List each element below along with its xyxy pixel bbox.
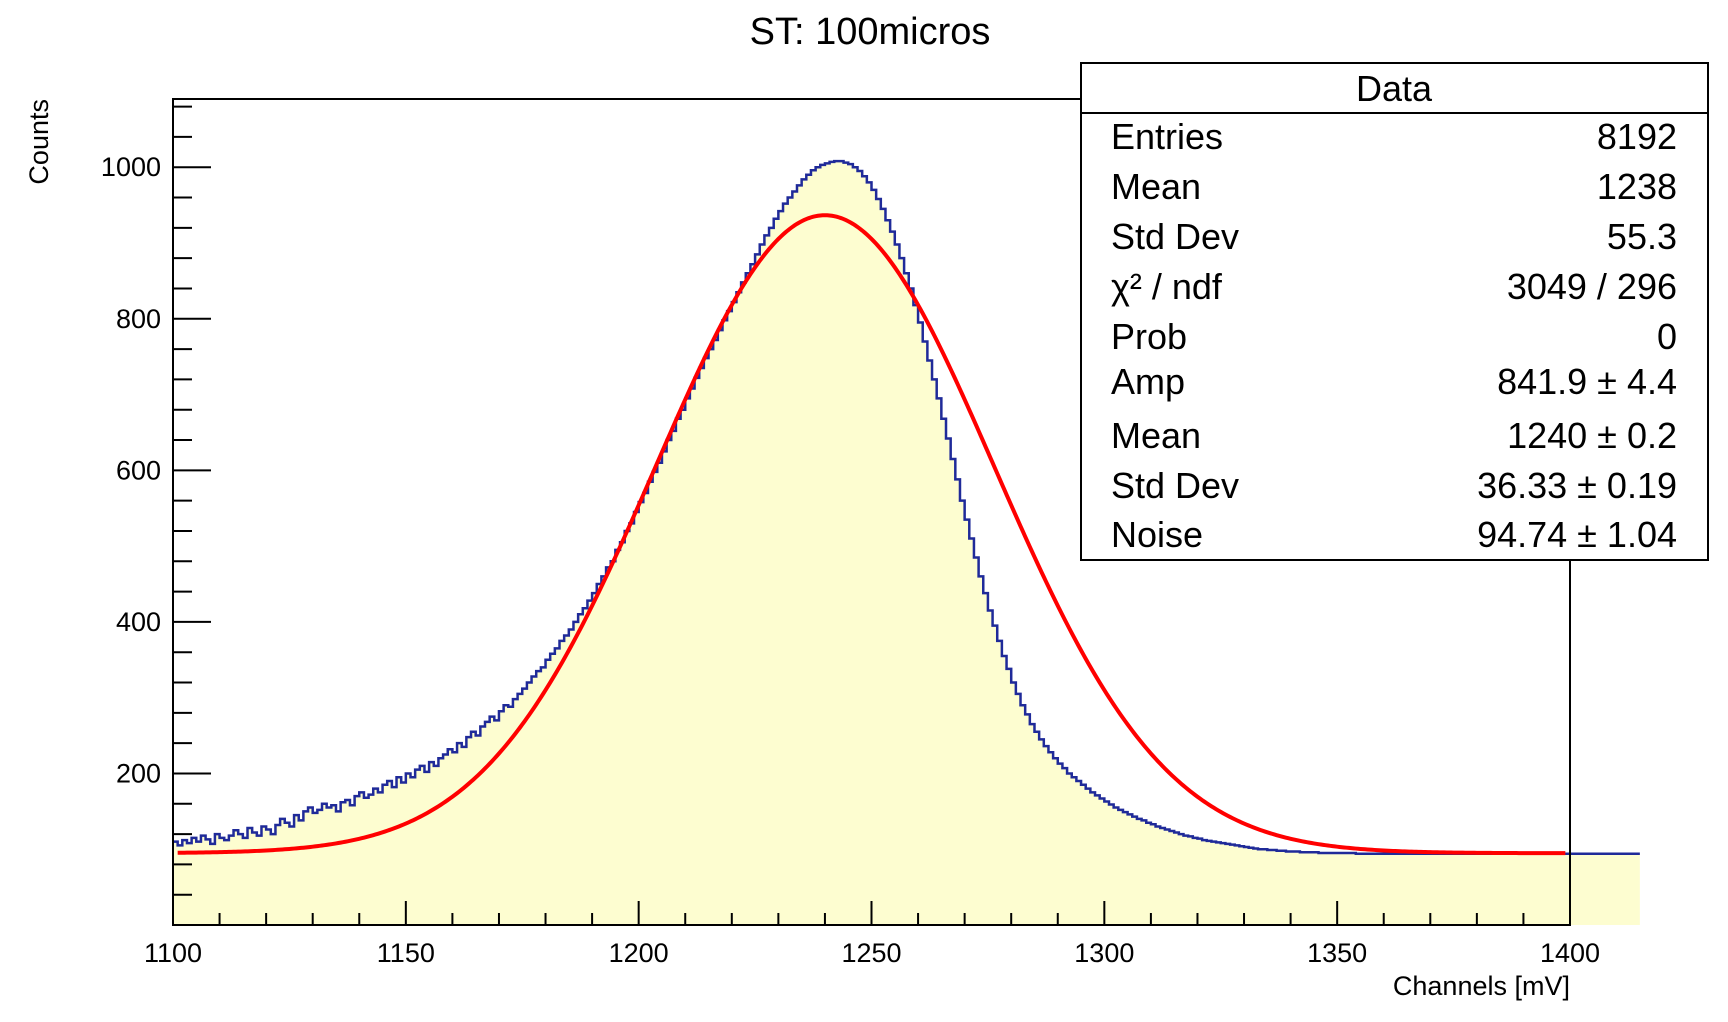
stats-row-label: Noise	[1111, 514, 1203, 555]
y-axis-title: Counts	[24, 99, 54, 185]
stats-row-value: 8192	[1597, 116, 1677, 157]
stats-row-label: Amp	[1111, 361, 1185, 402]
stats-row-label: Prob	[1111, 316, 1187, 357]
stats-row-value: 36.33 ± 0.19	[1477, 465, 1677, 506]
x-tick-label: 1350	[1307, 938, 1367, 968]
x-axis-ticks: 1100 1150 1200 1250 1300 1350 1400	[144, 901, 1600, 968]
stats-box-frame	[1080, 62, 1709, 561]
stats-row-value: 0	[1657, 316, 1677, 357]
y-tick-label: 1000	[101, 152, 161, 182]
stats-row-value: 1240 ± 0.2	[1507, 415, 1677, 456]
stats-box-title: Data	[1356, 68, 1433, 109]
x-tick-label: 1150	[377, 938, 435, 968]
x-tick-label: 1400	[1540, 938, 1600, 968]
stats-row-label: Std Dev	[1111, 465, 1239, 506]
x-tick-label: 1250	[841, 938, 901, 968]
fit-curve	[177, 213, 1566, 856]
x-tick-label: 1300	[1074, 938, 1134, 968]
stats-box: Data Entries 8192 Mean 1238 Std Dev 55.3 χ² / …	[1080, 62, 1709, 561]
stats-row-value: 841.9 ± 4.4	[1497, 361, 1677, 402]
x-tick-label: 1100	[144, 938, 202, 968]
stats-row-value: 55.3	[1607, 216, 1677, 257]
stats-row-value: 3049 / 296	[1507, 266, 1677, 307]
stats-row-value: 94.74 ± 1.04	[1477, 514, 1677, 555]
y-tick-label: 400	[116, 607, 161, 637]
x-tick-label: 1200	[609, 938, 669, 968]
histogram-line	[173, 159, 1640, 856]
stats-row-label: Mean	[1111, 166, 1201, 207]
y-tick-label: 800	[116, 304, 161, 334]
histogram-fill	[173, 161, 1640, 925]
chart-title: ST: 100micros	[750, 11, 991, 53]
y-tick-label: 600	[116, 455, 161, 485]
plot-area: 1100 1150 1200 1250 1300 1350 1400 200 400 600 80…	[101, 98, 1640, 968]
y-axis-ticks: 200 400 600 800 1000	[101, 105, 211, 926]
x-axis-title: Channels [mV]	[1393, 971, 1570, 1001]
stats-rows: Entries 8192 Mean 1238 Std Dev 55.3 χ² / ndf 30…	[1111, 116, 1677, 555]
stats-row-label: Entries	[1111, 116, 1223, 157]
y-tick-label: 200	[116, 758, 161, 788]
stats-row-label: χ² / ndf	[1111, 266, 1223, 307]
stats-row-label: Mean	[1111, 415, 1201, 456]
stats-row-label: Std Dev	[1111, 216, 1239, 257]
stats-row-value: 1238	[1597, 166, 1677, 207]
